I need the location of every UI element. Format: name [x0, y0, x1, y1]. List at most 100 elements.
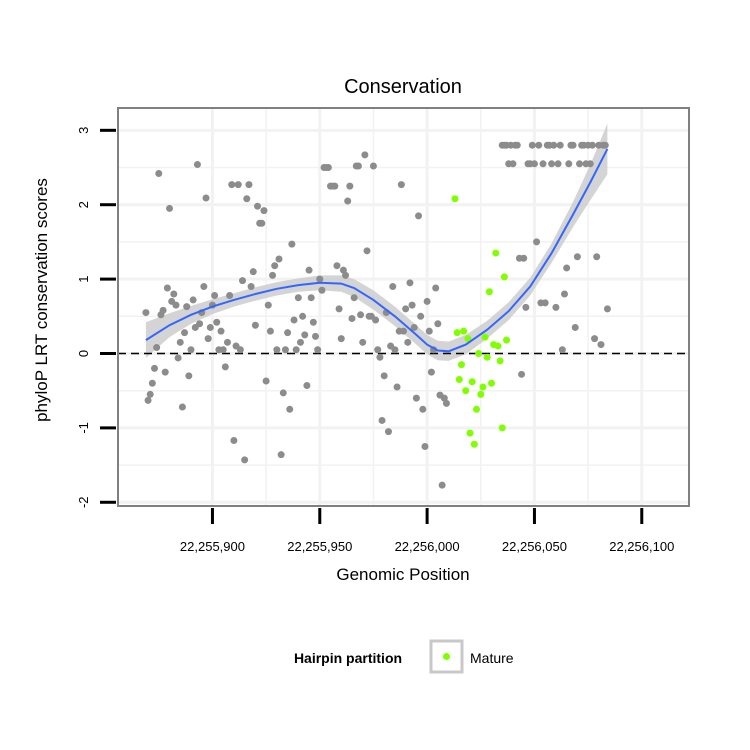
other-point-62 [275, 255, 283, 263]
other-point-1 [144, 396, 152, 404]
other-point-8 [159, 306, 167, 314]
other-point-72 [296, 338, 304, 346]
other-point-29 [204, 335, 212, 343]
other-point-55 [260, 207, 268, 215]
other-point-22 [189, 296, 197, 304]
other-point-14 [172, 301, 180, 309]
other-point-47 [243, 195, 251, 203]
mature-point-13 [479, 383, 487, 391]
other-point-108 [374, 346, 382, 354]
other-point-168 [556, 141, 564, 149]
other-point-13 [170, 290, 178, 298]
other-point-58 [266, 327, 274, 335]
other-point-27 [200, 283, 208, 291]
other-point-122 [404, 338, 412, 346]
other-point-57 [264, 301, 272, 309]
x-tick-label-0: 22,255,900 [180, 539, 245, 554]
other-point-82 [318, 286, 326, 294]
mature-point-4 [460, 327, 468, 335]
other-point-132 [425, 327, 433, 335]
other-point-17 [178, 403, 186, 411]
y-tick-label-0: -2 [76, 496, 91, 508]
y-tick-label-5: 3 [76, 127, 91, 134]
y-tick-label-4: 2 [76, 201, 91, 208]
other-point-50 [249, 268, 257, 276]
other-point-96 [348, 315, 356, 323]
other-point-16 [176, 338, 184, 346]
other-point-93 [342, 271, 350, 279]
other-point-115 [389, 283, 397, 291]
other-point-125 [410, 323, 418, 331]
other-point-9 [161, 368, 169, 376]
other-point-74 [301, 331, 309, 339]
other-point-90 [335, 305, 343, 313]
other-point-61 [273, 346, 281, 354]
other-point-64 [279, 389, 287, 397]
other-point-18 [181, 329, 189, 337]
other-point-146 [509, 160, 517, 168]
other-point-123 [406, 279, 414, 287]
points-layer [142, 141, 611, 489]
other-point-49 [247, 283, 255, 291]
other-point-117 [393, 383, 401, 391]
other-point-51 [251, 321, 259, 329]
other-point-21 [187, 346, 195, 354]
other-point-80 [314, 346, 322, 354]
mature-point-1 [453, 329, 461, 337]
other-point-183 [588, 141, 596, 149]
other-point-155 [528, 141, 536, 149]
other-point-78 [309, 318, 317, 326]
other-point-66 [284, 329, 292, 337]
other-point-135 [432, 284, 440, 292]
mature-point-9 [470, 440, 478, 448]
other-point-6 [155, 169, 163, 177]
x-tick-label-3: 22,256,050 [502, 539, 567, 554]
other-point-170 [560, 290, 568, 298]
other-point-166 [552, 303, 560, 311]
mature-point-23 [500, 273, 508, 281]
legend: Hairpin partition Mature [294, 639, 514, 674]
other-point-103 [363, 247, 371, 255]
other-point-133 [427, 368, 435, 376]
other-point-175 [571, 323, 579, 331]
other-point-160 [539, 160, 547, 168]
other-point-130 [421, 442, 429, 450]
legend-title: Hairpin partition [294, 650, 402, 666]
mature-point-0 [451, 195, 459, 203]
mature-point-19 [492, 249, 500, 257]
other-point-151 [520, 254, 528, 262]
other-point-187 [597, 341, 605, 349]
x-axis: 22,255,900 22,255,950 22,256,000 22,256,050… [180, 508, 674, 554]
other-point-150 [518, 370, 526, 378]
other-point-107 [372, 316, 380, 324]
other-point-37 [221, 363, 229, 371]
other-point-129 [419, 405, 427, 413]
x-axis-title: Genomic Position [336, 565, 469, 584]
mature-point-5 [462, 387, 470, 395]
other-point-88 [331, 182, 339, 190]
other-point-25 [196, 320, 204, 328]
other-point-67 [286, 405, 294, 413]
other-point-38 [223, 338, 231, 346]
other-point-19 [183, 303, 191, 311]
other-point-32 [211, 291, 219, 299]
other-point-69 [290, 316, 298, 324]
other-point-157 [533, 238, 541, 246]
other-point-169 [558, 346, 566, 354]
other-point-73 [299, 312, 307, 320]
mature-point-20 [494, 342, 502, 350]
other-point-95 [346, 182, 354, 190]
other-point-101 [359, 338, 367, 346]
mature-point-17 [488, 379, 496, 387]
other-point-116 [391, 346, 399, 354]
other-point-89 [333, 262, 341, 270]
other-point-79 [311, 332, 319, 340]
mature-point-14 [481, 333, 489, 341]
mature-point-7 [466, 429, 474, 437]
other-point-110 [378, 416, 386, 424]
other-point-148 [513, 141, 521, 149]
other-point-54 [258, 219, 266, 227]
other-point-138 [438, 481, 446, 489]
other-point-77 [307, 294, 315, 302]
other-point-11 [166, 204, 174, 212]
